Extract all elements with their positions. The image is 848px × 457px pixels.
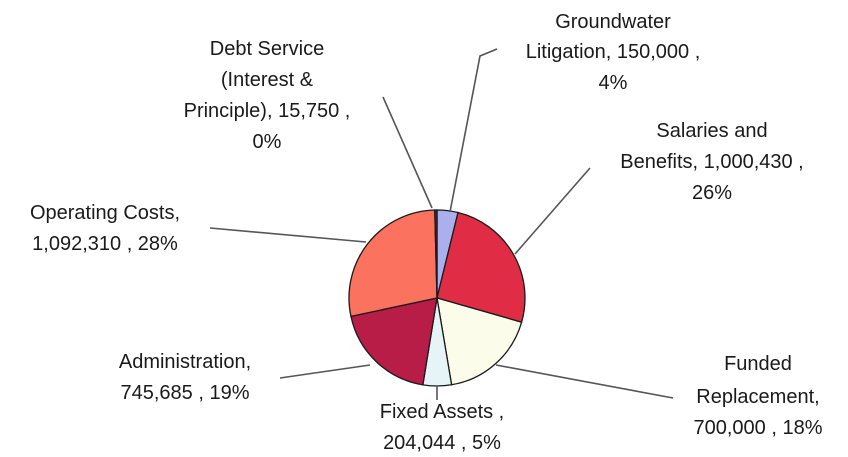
slice-label-fixed-assets: Fixed Assets , 204,044 , 5% [380, 401, 505, 454]
slice-label-line: Litigation, 150,000 , [526, 41, 701, 63]
slice-label-administration: Administration, 745,685 , 19% [119, 351, 251, 404]
slice-label-line: Operating Costs, [30, 202, 180, 224]
pie-slice-operating-costs [348, 209, 438, 318]
slice-labels: Groundwater Litigation, 150,000 , 4% Salari… [30, 11, 823, 454]
slice-label-line: Administration, [119, 351, 251, 373]
slice-label-debt-service-interest-principle: Debt Service (Interest & Principle), 15,75… [184, 38, 351, 153]
slice-label-line: Benefits, 1,000,430 , [620, 151, 803, 173]
slice-label-operating-costs: Operating Costs, 1,092,310 , 28% [30, 202, 180, 255]
slice-label-line: 700,000 , 18% [694, 417, 823, 439]
slice-label-line: 1,092,310 , 28% [32, 233, 178, 255]
slice-label-line: Replacement, [696, 386, 819, 408]
slice-label-line: Debt Service [210, 38, 325, 60]
slice-label-groundwater-litigation: Groundwater Litigation, 150,000 , 4% [526, 11, 701, 94]
slice-label-line: (Interest & [221, 69, 314, 91]
pie-slices [348, 209, 526, 387]
leader-line-administration [279, 364, 371, 379]
leader-line-operating-costs [209, 227, 367, 243]
leader-line-salaries-and-benefits [514, 167, 591, 255]
slice-label-line: 0% [253, 131, 282, 153]
slice-label-salaries-and-benefits: Salaries and Benefits, 1,000,430 , 26% [620, 120, 803, 204]
pie-slice-administration [350, 297, 438, 386]
slice-label-line: Funded [724, 353, 792, 375]
pie-slice-debt-service-interest-principle [434, 209, 438, 299]
pie-slice-funded-replacement [436, 297, 523, 386]
slice-label-line: Salaries and [656, 120, 767, 142]
slice-label-line: 745,685 , 19% [121, 382, 250, 404]
slice-label-line: Groundwater [555, 11, 671, 33]
slice-label-line: Principle), 15,750 , [184, 100, 351, 122]
slice-label-funded-replacement: Funded Replacement, 700,000 , 18% [694, 353, 823, 439]
slice-label-line: 204,044 , 5% [383, 432, 501, 454]
leader-line-funded-replacement [495, 364, 674, 399]
leader-line-groundwater-litigation [449, 48, 498, 213]
leader-line-debt-service-interest-principle [382, 96, 433, 209]
leader-lines [209, 48, 674, 400]
slice-label-line: 26% [692, 182, 732, 204]
slice-label-line: 4% [599, 72, 628, 94]
pie-slice-salaries-and-benefits [436, 211, 526, 324]
slice-label-line: Fixed Assets , [380, 401, 505, 423]
